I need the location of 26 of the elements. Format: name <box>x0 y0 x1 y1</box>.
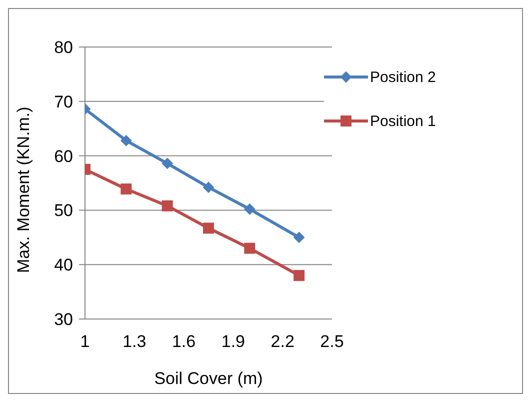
y-tick-label: 50 <box>54 201 73 220</box>
point <box>244 242 256 254</box>
point <box>244 204 256 215</box>
x-tick-label: 1.6 <box>172 332 196 352</box>
legend-label: Position 2 <box>370 68 436 86</box>
y-tick-label: 60 <box>54 146 73 166</box>
y-tick-label: 80 <box>54 38 73 58</box>
x-tick-label: 2.5 <box>320 332 344 352</box>
x-tick-label: 1.9 <box>221 332 246 352</box>
point <box>162 158 173 169</box>
x-tick-label: 1.3 <box>122 332 146 352</box>
x-axis-title: Soil Cover (m) <box>154 369 263 388</box>
y-tick-label: 40 <box>54 256 73 275</box>
x-tick-label: 1 <box>80 332 90 352</box>
legend-label: Position 1 <box>370 112 436 130</box>
y-axis-title: Max. Moment (KN.m.) <box>14 106 34 273</box>
y-tick-label: 70 <box>54 92 73 112</box>
point <box>294 232 305 243</box>
point <box>120 183 132 194</box>
point <box>294 270 305 281</box>
point <box>203 222 214 234</box>
point <box>120 135 132 146</box>
x-tick-label: 2.2 <box>270 332 294 352</box>
point <box>162 200 173 212</box>
y-tick-label: 30 <box>54 310 73 330</box>
point <box>203 182 214 193</box>
